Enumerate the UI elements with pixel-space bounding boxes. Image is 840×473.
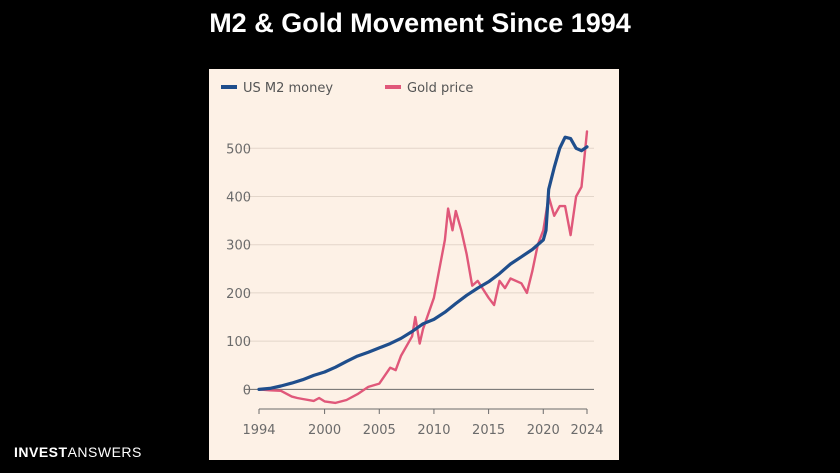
brand-logo-part1: INVEST [14,444,68,460]
y-tick-label: 100 [226,335,251,350]
legend-label: Gold price [407,81,473,96]
y-tick-label: 400 [226,191,251,206]
y-tick-label: 0 [243,383,251,398]
y-tick-label: 500 [226,142,251,157]
line-chart: 0 100 200 300 400 500 1994 2000 2005 2010 2015 2020… [221,81,604,438]
y-tick-label: 200 [226,287,251,302]
y-tick-label: 300 [226,239,251,254]
x-tick-label: 2005 [363,423,396,438]
x-tick-label: 1994 [242,423,275,438]
x-tick-label: 2020 [527,423,560,438]
x-tick-label: 2024 [570,423,603,438]
grid-lines [245,147,594,390]
x-tick-label: 2000 [308,423,341,438]
us-m2-money-line [257,135,589,391]
axes: 0 100 200 300 400 500 1994 2000 2005 2010 2015 2020… [226,142,603,438]
x-tick-label: 2015 [472,423,505,438]
series-lines [257,130,589,405]
x-tick-label: 2010 [417,423,450,438]
slide-title: M2 & Gold Movement Since 1994 [209,8,631,38]
brand-logo: INVESTANSWERS [14,444,142,460]
brand-logo-part2: ANSWERS [67,444,142,460]
chart-panel: 0 100 200 300 400 500 1994 2000 2005 2010 2015 2020… [209,69,619,460]
gold-price-line [257,130,589,405]
legend: US M2 money Gold price [221,81,473,96]
legend-label: US M2 money [243,81,333,96]
